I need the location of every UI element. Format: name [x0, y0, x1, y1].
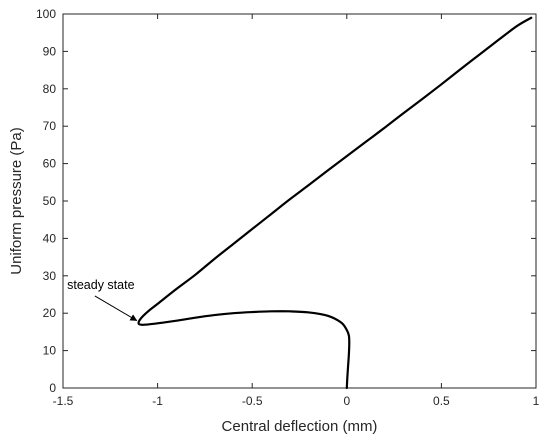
x-tick-label: -1: [152, 394, 163, 408]
y-tick-label: 90: [43, 44, 57, 58]
y-axis-title: Uniform pressure (Pa): [8, 127, 25, 275]
x-axis: -1.5 -1 -0.5 0 0.5 1: [53, 14, 540, 408]
y-tick-label: 100: [36, 7, 56, 21]
annotations: steady state: [67, 278, 138, 321]
y-tick-label: 80: [43, 82, 57, 96]
y-tick-label: 50: [43, 194, 57, 208]
x-axis-title: Central deflection (mm): [222, 418, 378, 435]
y-tick-label: 0: [49, 381, 56, 395]
series-line: [137, 16, 533, 390]
plot-area: [62, 13, 537, 389]
y-tick-label: 40: [43, 231, 57, 245]
y-tick-label: 20: [43, 306, 57, 320]
x-tick-label: -1.5: [53, 394, 74, 408]
x-tick-label: 1: [533, 394, 540, 408]
y-tick-label: 10: [43, 344, 57, 358]
x-tick-label: 0: [343, 394, 350, 408]
y-tick-label: 30: [43, 269, 57, 283]
annotation-label: steady state: [67, 278, 134, 292]
annotation-arrow: [94, 295, 138, 321]
x-tick-label: -0.5: [242, 394, 263, 408]
y-tick-label: 70: [43, 119, 57, 133]
y-tick-label: 60: [43, 157, 57, 171]
x-tick-label: 0.5: [433, 394, 450, 408]
plot-box: [62, 13, 537, 389]
y-axis: 0 10 20 30 40 50 60 70 80 90 100: [36, 7, 536, 395]
